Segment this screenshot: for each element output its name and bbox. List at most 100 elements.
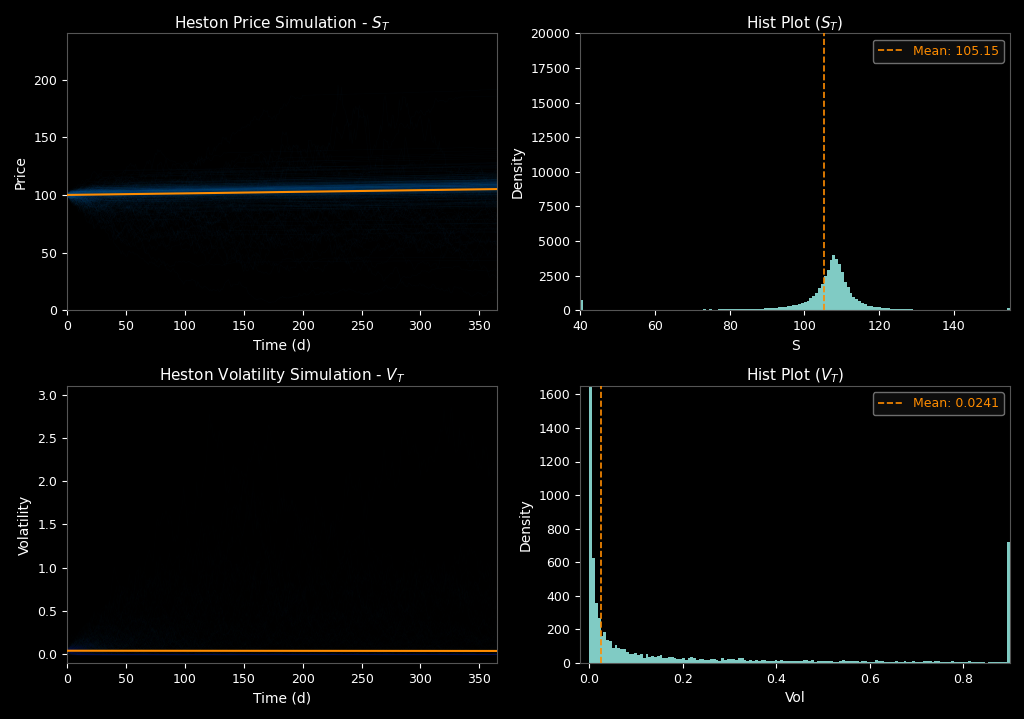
Bar [783,661,785,663]
Bar [855,299,858,311]
Bar [741,658,743,663]
Bar [752,661,755,663]
Bar [710,659,713,663]
Bar [603,632,606,663]
Bar [816,661,819,663]
Bar [921,661,924,663]
Bar [821,284,823,311]
Bar [592,558,595,663]
Bar [732,659,735,663]
Bar [656,656,659,663]
Bar [793,305,795,311]
Bar [671,657,674,663]
Bar [750,660,752,663]
Bar [945,662,948,663]
Bar [729,309,732,311]
Bar [643,658,645,663]
Bar [732,309,735,311]
Bar [772,308,775,311]
Bar [752,308,755,311]
Bar [780,307,783,311]
Bar [870,661,872,663]
Bar [829,260,833,311]
Bar [801,303,804,311]
Bar [815,293,818,311]
Bar [703,309,707,311]
Bar [806,660,808,663]
Bar [621,649,623,663]
Bar [864,661,867,663]
Bar [761,308,764,311]
Bar [792,661,795,663]
Bar [879,661,881,663]
Bar [861,661,864,663]
Bar [795,661,797,663]
Bar [755,660,758,663]
X-axis label: S: S [791,339,800,352]
Bar [912,310,915,311]
Legend: Mean: 0.0241: Mean: 0.0241 [872,393,1004,416]
Bar [640,654,643,663]
Bar [887,308,890,311]
Bar [822,661,825,663]
Bar [693,658,696,663]
Bar [993,661,996,663]
Bar [598,618,601,663]
Bar [979,661,982,663]
Bar [898,309,901,311]
Bar [872,661,876,663]
Bar [850,661,853,663]
Bar [775,308,778,311]
Bar [746,308,750,311]
Bar [590,0,592,663]
Bar [721,309,723,311]
Bar [740,309,743,311]
Bar [690,657,693,663]
Bar [876,307,879,311]
Bar [609,641,612,663]
Bar [901,309,904,311]
Bar [903,661,906,663]
Bar [687,659,690,663]
Title: Hist Plot ($S_T$): Hist Plot ($S_T$) [746,14,844,32]
Bar [850,293,852,311]
Bar [853,661,856,663]
Bar [713,659,716,663]
Bar [743,309,746,311]
Bar [866,306,869,311]
Bar [629,654,632,663]
Bar [876,661,879,663]
Bar [718,309,721,311]
Bar [956,661,959,663]
Bar [679,659,682,663]
Bar [698,659,701,663]
Bar [909,309,912,311]
Bar [723,309,726,311]
Bar [727,659,730,663]
Bar [839,661,842,663]
Bar [724,660,727,663]
Bar [746,661,750,663]
Bar [682,658,685,663]
Bar [772,661,774,663]
Bar [848,661,850,663]
Bar [864,304,866,311]
Bar [818,288,821,311]
Bar [750,309,752,311]
Bar [937,661,940,663]
Bar [852,297,855,311]
Bar [844,282,847,311]
Bar [872,306,876,311]
Bar [881,308,884,311]
Bar [812,296,815,311]
Bar [663,658,666,663]
Bar [735,309,737,311]
Bar [914,661,918,663]
Bar [614,645,617,663]
Bar [708,660,710,663]
X-axis label: Vol: Vol [784,691,806,705]
Bar [769,308,772,311]
Bar [701,659,705,663]
Bar [971,662,974,663]
Bar [694,310,697,311]
